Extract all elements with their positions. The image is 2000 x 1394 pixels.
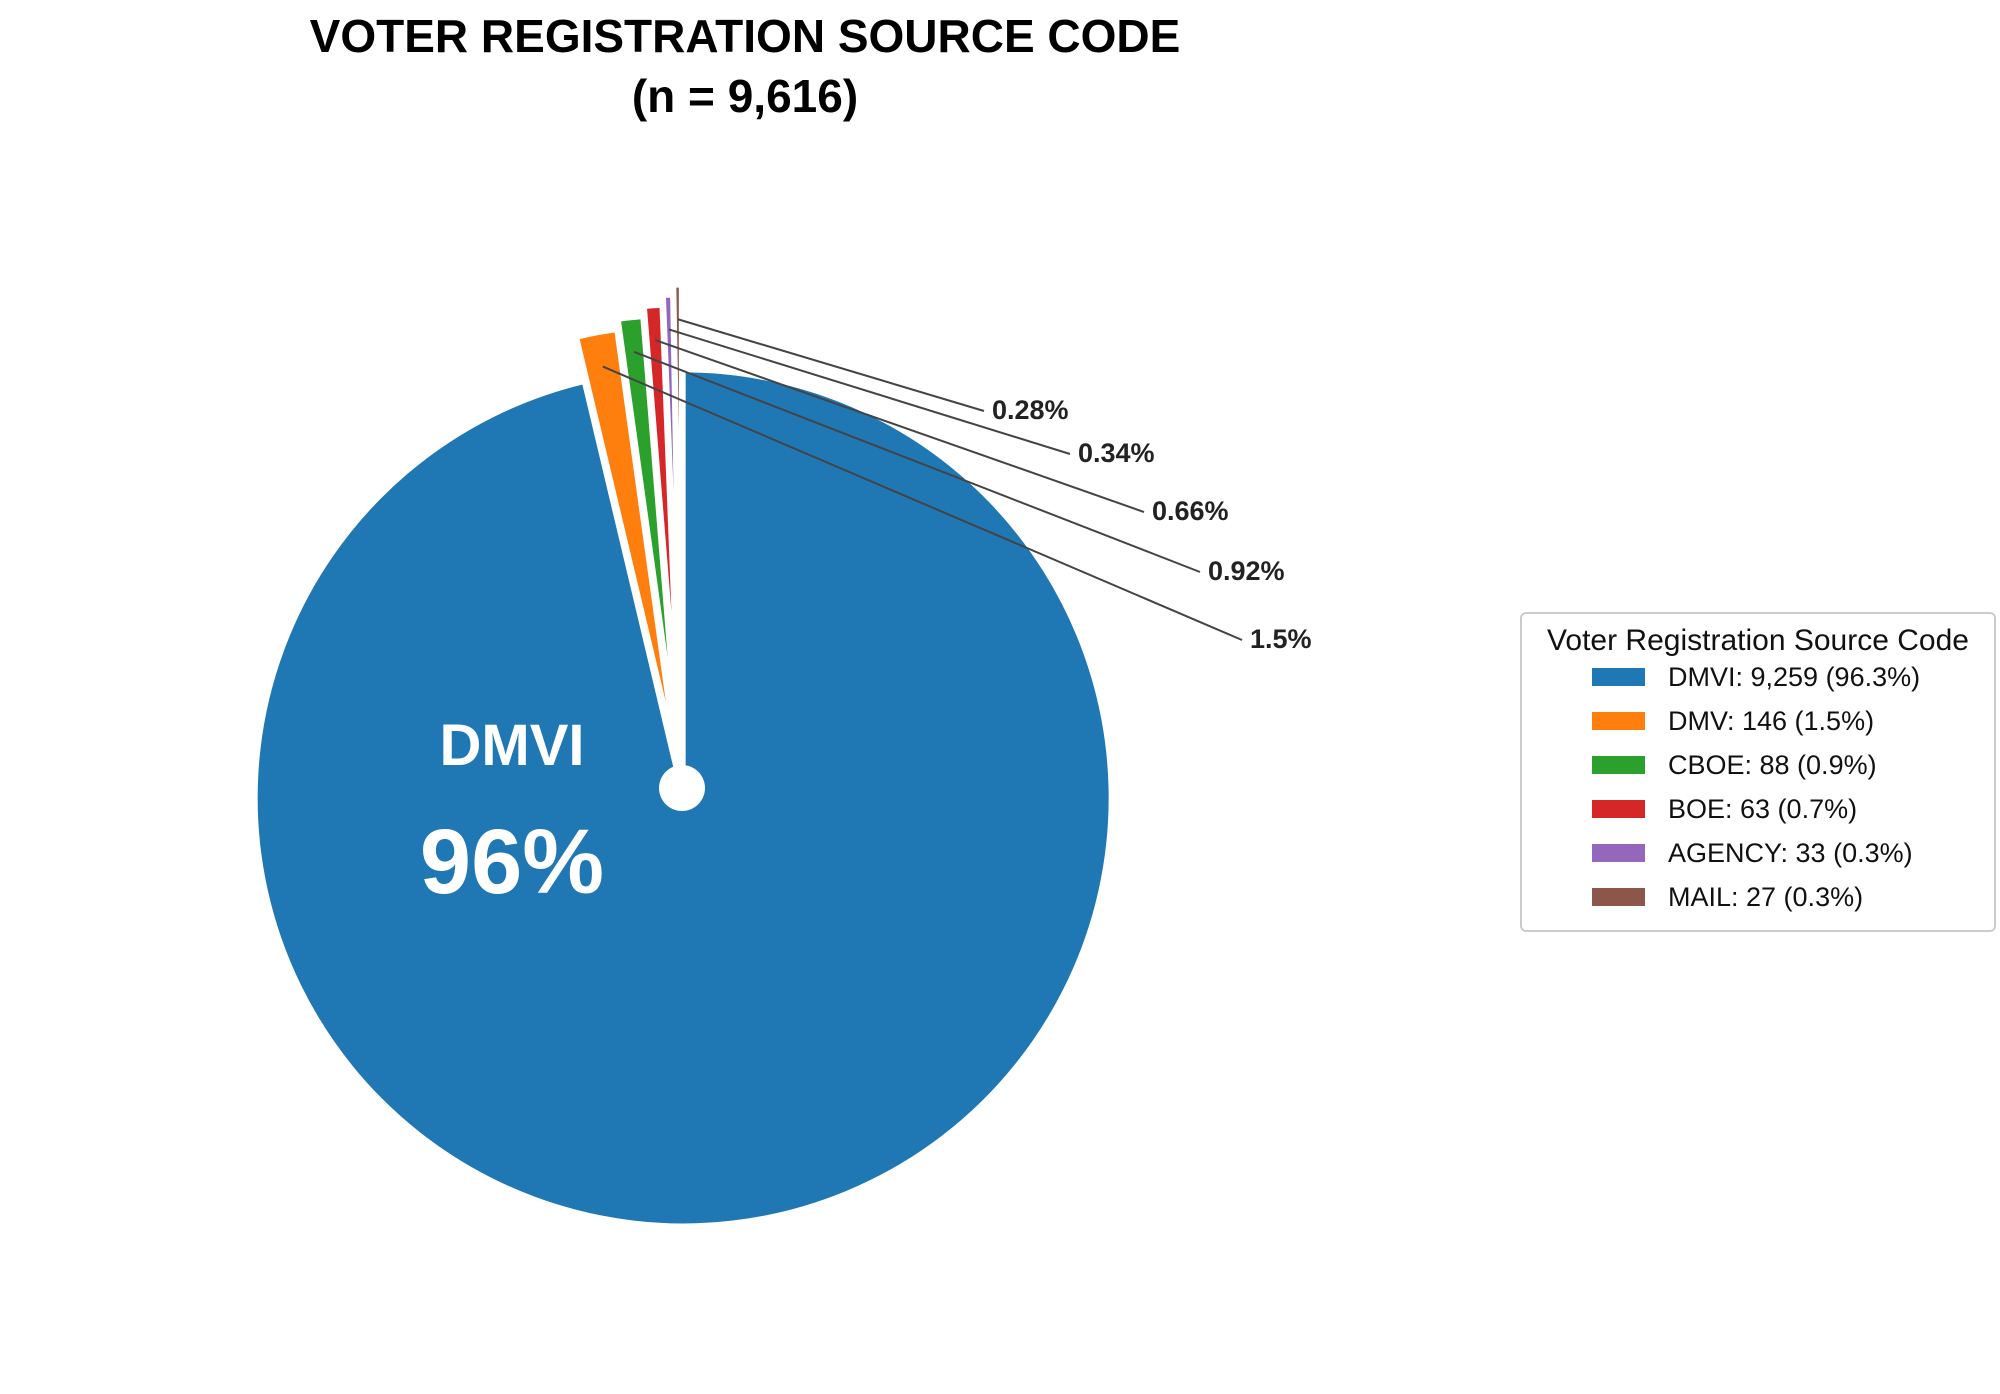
leader-line-dmv	[602, 365, 1243, 641]
pie-slice-mail	[671, 282, 684, 716]
legend-swatch-boe	[1592, 800, 1645, 818]
legend: Voter Registration Source Code DMVI: 9,2…	[1520, 612, 1996, 932]
pct-label-dmv: 1.5%	[1250, 624, 1312, 654]
chart-subtitle: (n = 9,616)	[632, 70, 858, 122]
legend-label-agency: AGENCY: 33 (0.3%)	[1668, 838, 1913, 868]
pct-label-cboe: 0.92%	[1208, 556, 1285, 586]
pie-slice-dmv	[574, 327, 679, 757]
legend-label-boe: BOE: 63 (0.7%)	[1668, 794, 1857, 824]
pct-label-mail: 0.28%	[992, 395, 1069, 425]
chart-title: VOTER REGISTRATION SOURCE CODE	[310, 10, 1181, 62]
pie-center-hole	[659, 765, 705, 811]
pct-label-boe: 0.66%	[1152, 496, 1229, 526]
main-slice-percent-label: 96%	[420, 811, 604, 913]
legend-entries: DMVI: 9,259 (96.3%) DMV: 146 (1.5%) CBOE: …	[1592, 662, 1920, 912]
legend-swatch-dmv	[1592, 712, 1645, 730]
legend-swatch-mail	[1592, 888, 1645, 906]
legend-label-dmvi: DMVI: 9,259 (96.3%)	[1668, 662, 1920, 692]
legend-label-mail: MAIL: 27 (0.3%)	[1668, 882, 1863, 912]
legend-swatch-agency	[1592, 844, 1645, 862]
pct-label-agency: 0.34%	[1078, 438, 1155, 468]
legend-label-cboe: CBOE: 88 (0.9%)	[1668, 750, 1877, 780]
legend-swatch-dmvi	[1592, 668, 1645, 686]
legend-swatch-cboe	[1592, 756, 1645, 774]
leader-line-agency	[668, 328, 1071, 455]
legend-title: Voter Registration Source Code	[1547, 624, 1969, 657]
percentage-labels: 1.5% 0.92% 0.66% 0.34% 0.28%	[992, 395, 1312, 654]
leader-line-cboe	[633, 350, 1201, 573]
leader-lines	[602, 318, 1243, 641]
leader-line-boe	[654, 339, 1145, 513]
leader-line-mail	[677, 318, 985, 412]
main-slice-name-label: DMVI	[440, 713, 585, 778]
legend-label-dmv: DMV: 146 (1.5%)	[1668, 706, 1874, 736]
